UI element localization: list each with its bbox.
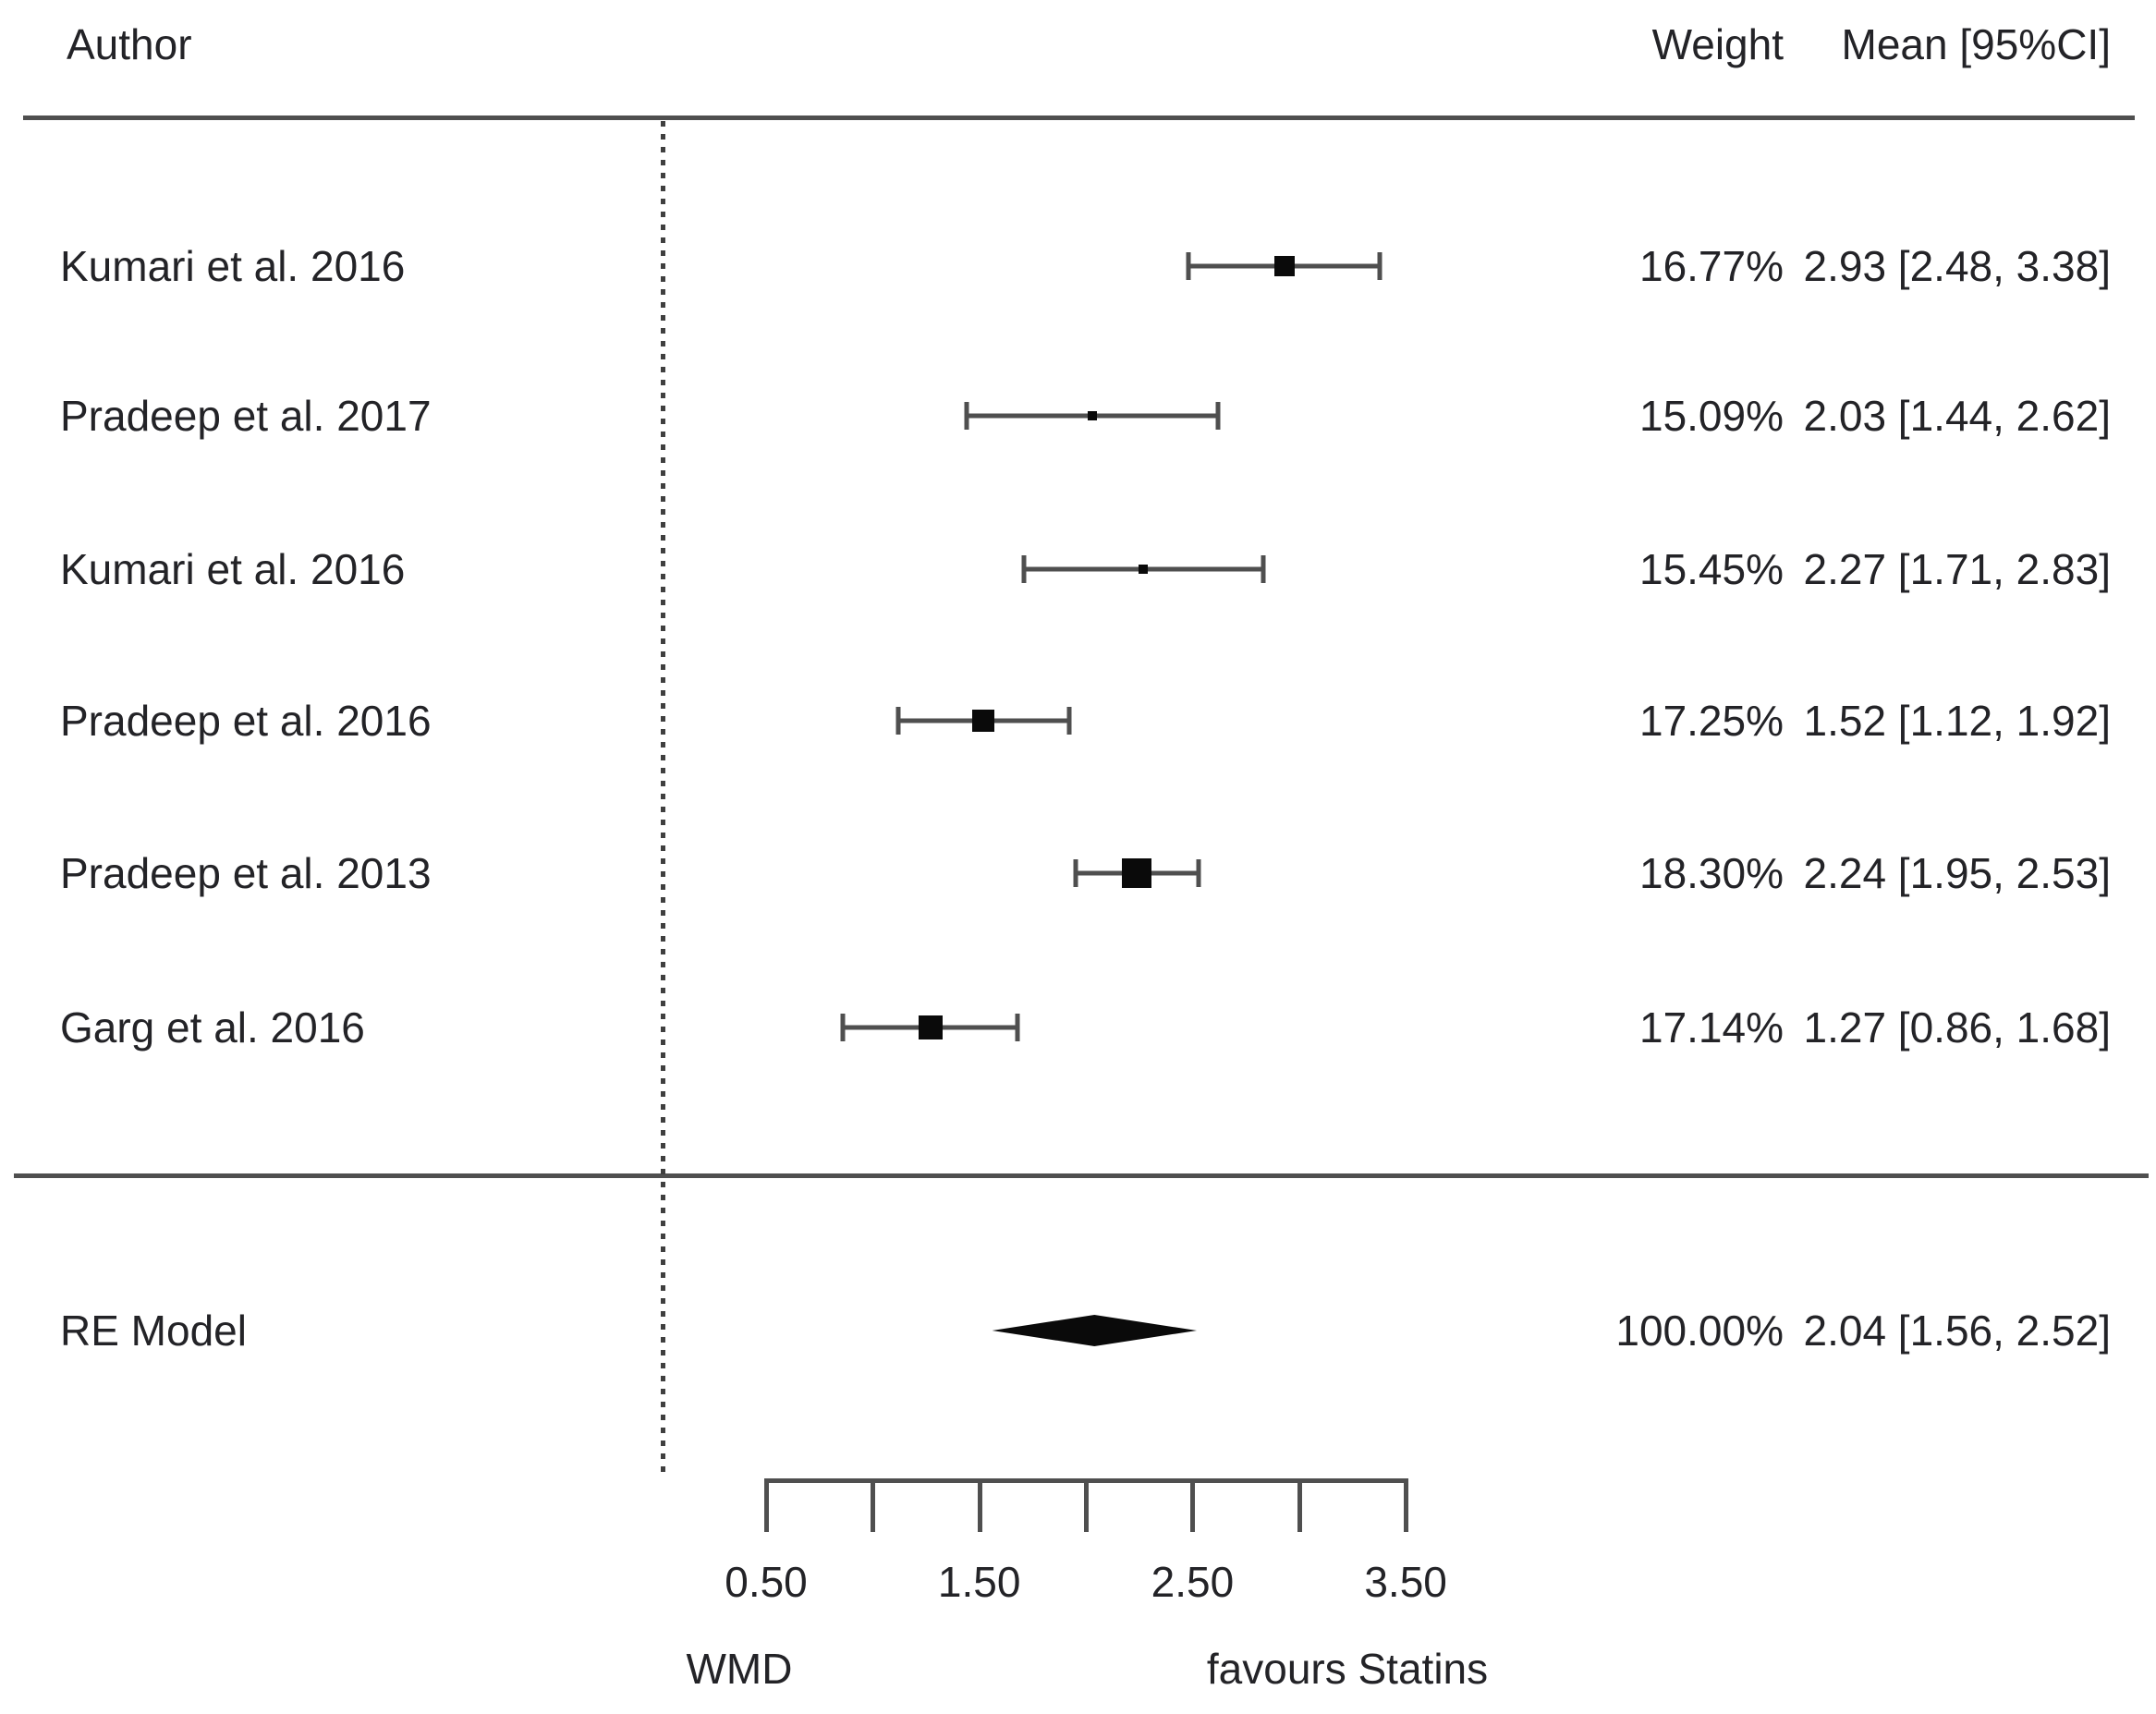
study-author-label: Pradeep et al. 2013: [60, 849, 432, 897]
point-estimate-marker: [1087, 411, 1097, 420]
ci-upper-cap: [1196, 859, 1201, 887]
ci-upper-cap: [1261, 555, 1266, 583]
x-axis-tick: [1084, 1478, 1090, 1532]
summary-weight-value: 100.00%: [1615, 1307, 1784, 1355]
ci-lower-cap: [964, 402, 969, 430]
study-author-label: Kumari et al. 2016: [60, 242, 406, 290]
study-estimate-value: 2.93 [2.48, 3.38]: [1803, 242, 2112, 290]
point-estimate-marker: [972, 710, 995, 732]
study-weight-value: 15.09%: [1638, 392, 1784, 440]
point-estimate-marker: [1122, 858, 1152, 888]
summary-label: RE Model: [60, 1307, 247, 1355]
column-header-weight: Weight: [1651, 20, 1784, 68]
study-weight-value: 16.77%: [1638, 242, 1784, 290]
point-estimate-marker: [918, 1015, 943, 1039]
ci-upper-cap: [1015, 1014, 1020, 1041]
column-header-mean-ci: Mean [95%CI]: [1841, 20, 2111, 68]
ci-lower-cap: [1021, 555, 1027, 583]
ci-upper-cap: [1066, 707, 1072, 735]
column-header-author: Author: [67, 20, 192, 68]
x-axis-annotation-favours-statins: favours Statins: [1206, 1645, 1489, 1693]
study-weight-value: 15.45%: [1638, 545, 1784, 593]
point-estimate-marker: [1139, 565, 1149, 574]
x-axis-tick: [1297, 1478, 1302, 1532]
summary-estimate-value: 2.04 [1.56, 2.52]: [1803, 1307, 2112, 1355]
x-axis-tick: [977, 1478, 982, 1532]
study-author-label: Kumari et al. 2016: [60, 545, 406, 593]
ci-lower-cap: [895, 707, 901, 735]
point-estimate-marker: [1273, 256, 1295, 276]
x-axis-tick: [1404, 1478, 1409, 1532]
study-estimate-value: 1.52 [1.12, 1.92]: [1803, 697, 2112, 745]
study-weight-value: 17.14%: [1638, 1003, 1784, 1051]
study-estimate-value: 2.03 [1.44, 2.62]: [1803, 392, 2112, 440]
x-axis-tick-label: 3.50: [1364, 1558, 1447, 1606]
x-axis-tick-label: 1.50: [937, 1558, 1021, 1606]
ci-lower-cap: [1186, 252, 1191, 280]
study-estimate-value: 1.27 [0.86, 1.68]: [1803, 1003, 2112, 1051]
x-axis-tick-label: 2.50: [1151, 1558, 1235, 1606]
header-separator-line: [23, 115, 2135, 120]
x-axis-tick: [871, 1478, 876, 1532]
study-weight-value: 17.25%: [1638, 697, 1784, 745]
study-estimate-value: 2.24 [1.95, 2.53]: [1803, 849, 2112, 897]
study-estimate-value: 2.27 [1.71, 2.83]: [1803, 545, 2112, 593]
summary-diamond: [992, 1315, 1197, 1346]
study-author-label: Pradeep et al. 2016: [60, 697, 432, 745]
x-axis-tick: [1190, 1478, 1196, 1532]
x-axis-tick-label: 0.50: [725, 1558, 808, 1606]
study-weight-value: 18.30%: [1638, 849, 1784, 897]
study-author-label: Garg et al. 2016: [60, 1003, 365, 1051]
ci-lower-cap: [1073, 859, 1078, 887]
zero-reference-line: [661, 121, 665, 1474]
ci-upper-cap: [1215, 402, 1221, 430]
summary-separator-line: [14, 1173, 2149, 1178]
ci-lower-cap: [840, 1014, 846, 1041]
study-author-label: Pradeep et al. 2017: [60, 392, 432, 440]
x-axis-tick: [764, 1478, 769, 1532]
x-axis-label-wmd: WMD: [686, 1645, 793, 1693]
ci-upper-cap: [1377, 252, 1383, 280]
